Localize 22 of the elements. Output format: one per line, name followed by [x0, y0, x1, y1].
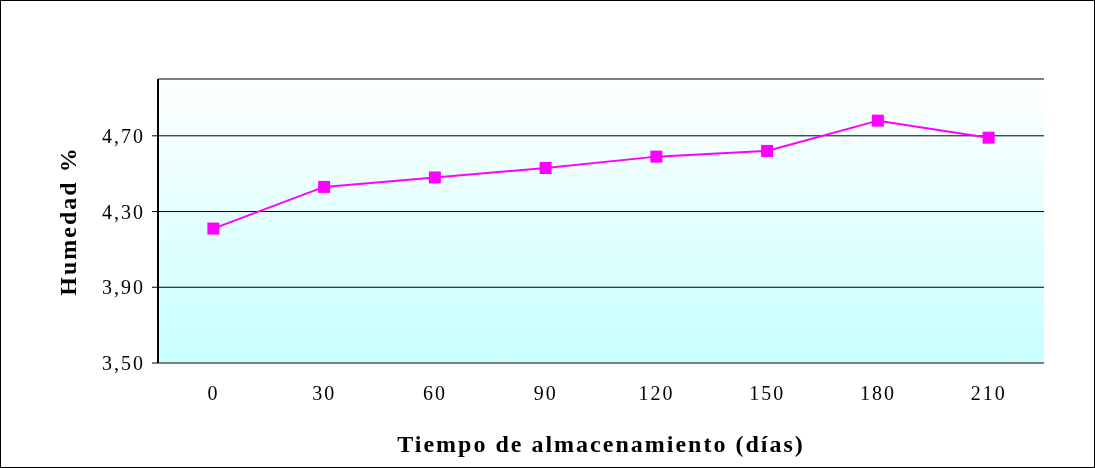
x-tick-label: 180 — [859, 382, 896, 405]
x-tick-label: 120 — [638, 382, 675, 405]
point — [539, 161, 552, 174]
x-tick-label: 150 — [749, 382, 786, 405]
x-tick-label: 90 — [533, 382, 558, 405]
point — [982, 131, 995, 144]
y-tick-label: 3,90 — [102, 276, 145, 299]
point — [650, 150, 663, 163]
y-axis-title: Humedad % — [55, 146, 82, 296]
point — [761, 144, 774, 157]
x-tick-label: 210 — [970, 382, 1007, 405]
x-tick-label: 60 — [422, 382, 447, 405]
y-tick-label: 4,70 — [102, 124, 145, 147]
point — [318, 180, 331, 193]
y-tick-label: 4,30 — [102, 200, 145, 223]
point — [207, 222, 220, 235]
x-tick-label: 30 — [312, 382, 337, 405]
point — [428, 171, 441, 184]
point — [871, 114, 884, 127]
x-tick-label: 0 — [207, 382, 220, 405]
x-axis-title: Tiempo de almacenamiento (días) — [397, 431, 805, 457]
y-tick-label: 3,50 — [102, 352, 145, 375]
